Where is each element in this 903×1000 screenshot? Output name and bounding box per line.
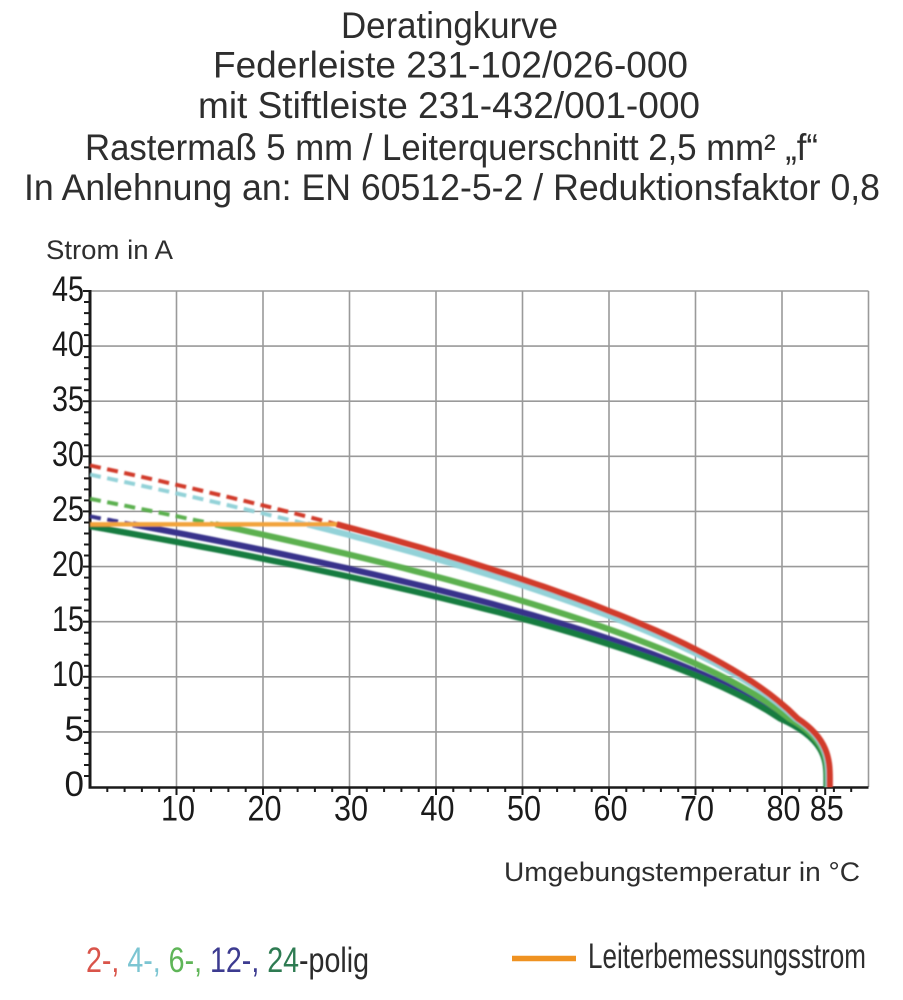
svg-text:80: 80 [767,790,801,829]
svg-text:30: 30 [334,790,368,829]
svg-text:0: 0 [65,765,84,804]
svg-text:70: 70 [680,790,714,829]
svg-text:Deratingkurve: Deratingkurve [341,5,558,46]
svg-text:85: 85 [810,790,844,829]
svg-text:Federleiste 231-102/026-000: Federleiste 231-102/026-000 [213,45,688,86]
svg-text:25: 25 [52,490,84,529]
svg-text:In Anlehnung an: EN 60512-5-2: In Anlehnung an: EN 60512-5-2 / Reduktio… [24,167,880,208]
svg-text:2-, 4-, 6-, 12-, 24-polig: 2-, 4-, 6-, 12-, 24-polig [86,941,369,980]
svg-text:45: 45 [52,270,84,309]
svg-text:40: 40 [52,325,84,364]
svg-text:30: 30 [52,435,84,474]
svg-text:35: 35 [52,380,84,419]
svg-text:5: 5 [65,710,84,749]
svg-text:15: 15 [52,600,84,639]
svg-text:Rastermaß 5 mm / Leiterquersch: Rastermaß 5 mm / Leiterquerschnitt 2,5 m… [85,127,818,168]
svg-text:20: 20 [52,545,84,584]
svg-text:40: 40 [421,790,455,829]
svg-text:Umgebungstemperatur in °C: Umgebungstemperatur in °C [504,857,860,887]
svg-text:50: 50 [507,790,541,829]
svg-text:mit Stiftleiste 231-432/001-00: mit Stiftleiste 231-432/001-000 [198,85,700,126]
svg-text:20: 20 [248,790,282,829]
svg-text:Strom in A: Strom in A [46,235,173,265]
svg-text:Leiterbemessungsstrom: Leiterbemessungsstrom [588,937,866,976]
svg-text:60: 60 [594,790,628,829]
svg-text:10: 10 [161,790,195,829]
svg-text:10: 10 [52,655,84,694]
